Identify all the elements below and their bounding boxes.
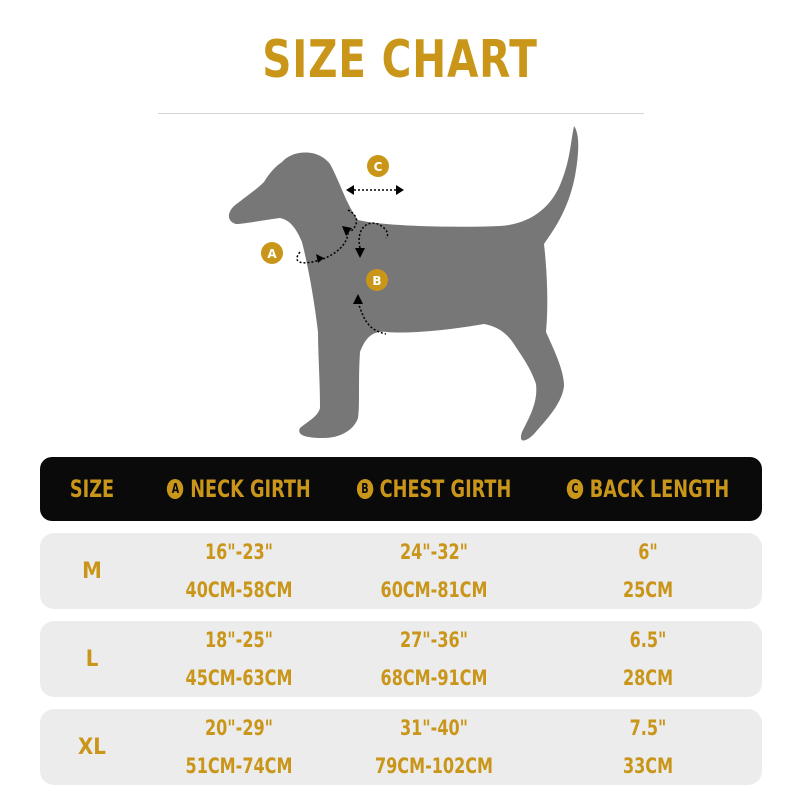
back-value: 7.5" 33CM xyxy=(622,716,674,778)
back-length-arrow xyxy=(346,185,404,195)
chest-girth-arrow xyxy=(353,222,389,335)
table-header: SIZE A NECK GIRTH B CHEST GIRTH C BACK L… xyxy=(40,457,762,521)
back-badge-icon: C xyxy=(566,479,584,499)
neck-value: 16"-23" 40CM-58CM xyxy=(185,540,293,602)
dog-silhouette xyxy=(228,126,579,441)
page-title: SIZE CHART xyxy=(262,30,538,90)
dog-diagram: C A B xyxy=(200,120,600,450)
chest-value: 24"-32" 60CM-81CM xyxy=(380,540,488,602)
back-value: 6.5" 28CM xyxy=(622,628,674,690)
size-table: SIZE A NECK GIRTH B CHEST GIRTH C BACK L… xyxy=(40,457,762,785)
badge-a-label: A xyxy=(267,247,277,261)
chest-badge-icon: B xyxy=(356,479,374,499)
neck-girth-arrow xyxy=(296,209,358,264)
neck-badge-icon: A xyxy=(167,479,184,499)
badge-b-icon xyxy=(366,269,388,291)
table-row: L 18"-25" 45CM-63CM 27"-36" 68CM-91CM 6.5"… xyxy=(40,621,762,697)
back-column-header: BACK LENGTH xyxy=(589,475,730,503)
table-row: XL 20"-29" 51CM-74CM 31"-40" 79CM-102CM 7.… xyxy=(40,709,762,785)
badge-b-label: B xyxy=(372,274,381,288)
chest-value: 31"-40" 79CM-102CM xyxy=(374,716,494,778)
table-row: M 16"-23" 40CM-58CM 24"-32" 60CM-81CM 6" 25… xyxy=(40,533,762,609)
size-column-header: SIZE xyxy=(69,475,115,503)
back-value: 6" 25CM xyxy=(622,540,674,602)
neck-value: 20"-29" 51CM-74CM xyxy=(185,716,293,778)
badge-c-icon xyxy=(367,155,389,177)
title-divider xyxy=(158,113,644,114)
size-label: L xyxy=(85,646,99,672)
neck-column-header: NECK GIRTH xyxy=(190,475,311,503)
neck-value: 18"-25" 45CM-63CM xyxy=(185,628,293,690)
badge-c-label: C xyxy=(374,160,383,174)
size-label: XL xyxy=(78,734,106,760)
badge-a-icon xyxy=(261,242,283,264)
chest-column-header: CHEST GIRTH xyxy=(379,475,512,503)
chest-value: 27"-36" 68CM-91CM xyxy=(380,628,488,690)
size-label: M xyxy=(82,558,102,584)
